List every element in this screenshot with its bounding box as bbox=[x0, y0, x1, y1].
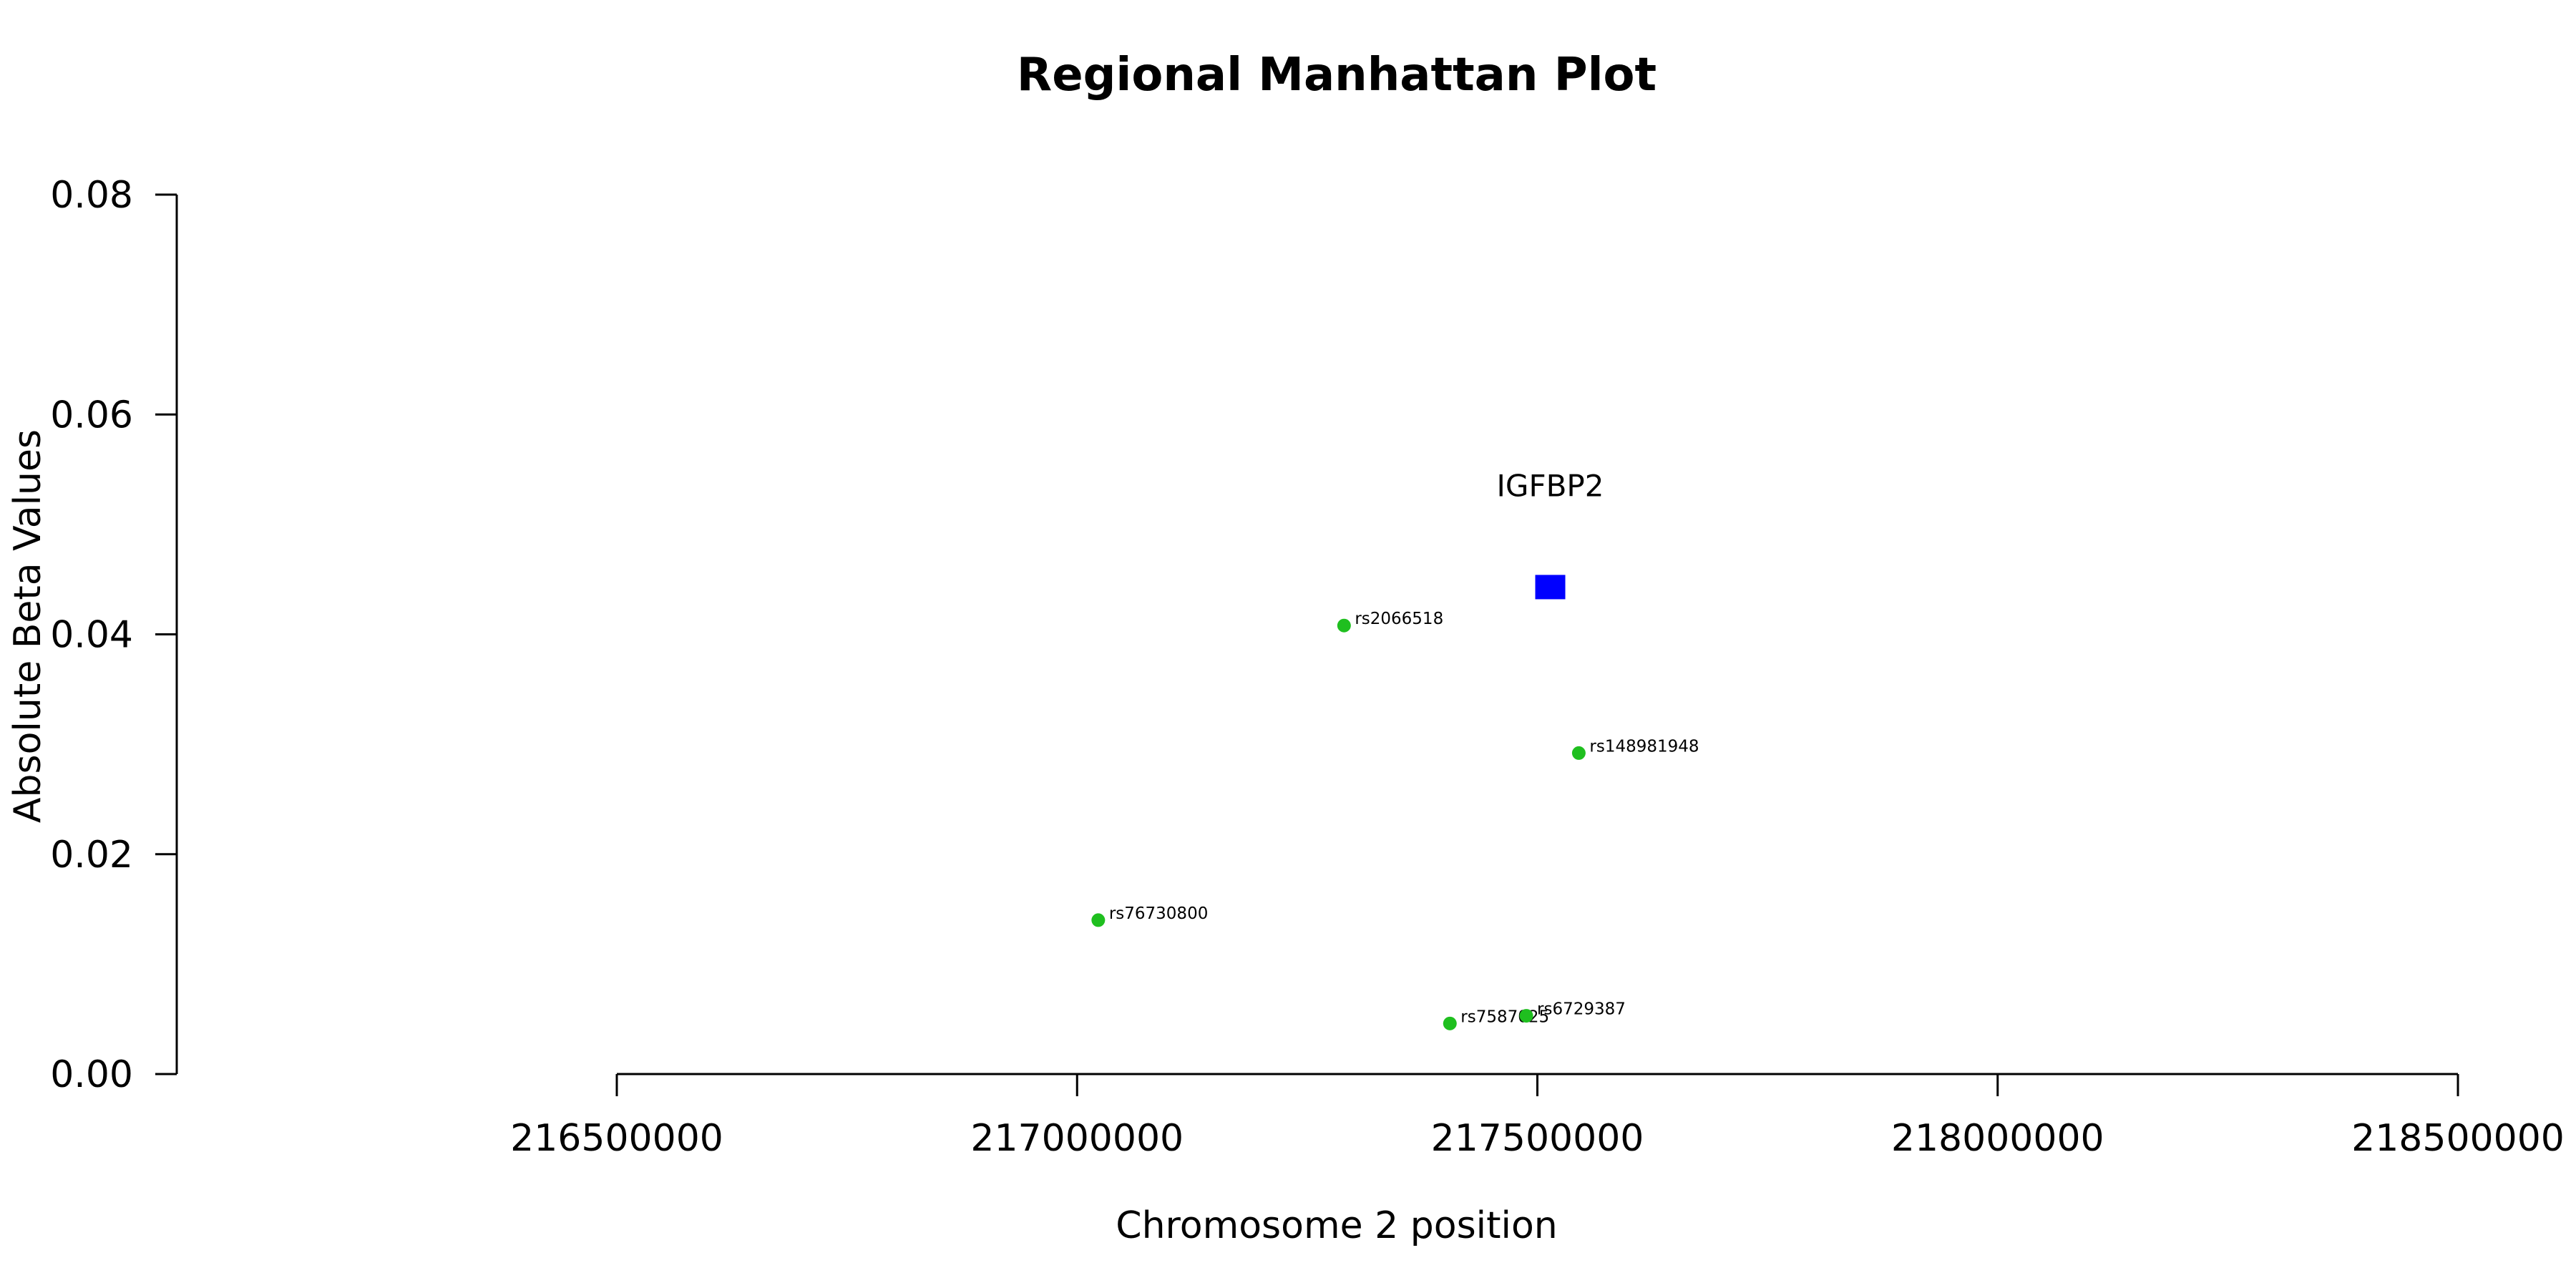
x-tick-label: 217500000 bbox=[1431, 1117, 1644, 1160]
gene-marker bbox=[1535, 575, 1566, 600]
chart-title: Regional Manhattan Plot bbox=[1017, 49, 1657, 102]
x-tick-label: 218500000 bbox=[2351, 1117, 2565, 1160]
y-tick-label: 0.02 bbox=[50, 834, 133, 877]
snp-point bbox=[1519, 1009, 1533, 1023]
snp-label: rs6729387 bbox=[1537, 1000, 1626, 1019]
snp-point bbox=[1091, 913, 1106, 927]
y-tick-label: 0.06 bbox=[50, 394, 133, 436]
data-points: rs2066518 rs148981948 rs76730800 rs7587025r… bbox=[1091, 468, 1699, 1030]
y-tick-label: 0.00 bbox=[50, 1053, 133, 1096]
snp-label: rs148981948 bbox=[1589, 737, 1699, 756]
x-tick-label: 216500000 bbox=[510, 1117, 723, 1160]
gene-label: IGFBP2 bbox=[1497, 468, 1604, 503]
y-axis-ticks: 0.00 0.02 0.04 0.06 0.08 bbox=[50, 174, 177, 1096]
snp-point bbox=[1571, 746, 1586, 760]
y-tick-label: 0.08 bbox=[50, 174, 133, 217]
x-axis-label: Chromosome 2 position bbox=[1116, 1204, 1557, 1247]
y-axis-label: Absolute Beta Values bbox=[6, 429, 49, 823]
snp-label: rs2066518 bbox=[1355, 610, 1443, 628]
snp-point bbox=[1337, 618, 1351, 633]
x-axis-ticks: 216500000 217000000 217500000 218000000 2185… bbox=[510, 1074, 2565, 1160]
snp-label: rs7587025 bbox=[1460, 1008, 1549, 1026]
snp-point bbox=[1443, 1016, 1457, 1030]
x-tick-label: 218000000 bbox=[1891, 1117, 2104, 1160]
y-tick-label: 0.04 bbox=[50, 614, 133, 657]
snp-label: rs76730800 bbox=[1109, 904, 1209, 923]
x-tick-label: 217000000 bbox=[970, 1117, 1184, 1160]
